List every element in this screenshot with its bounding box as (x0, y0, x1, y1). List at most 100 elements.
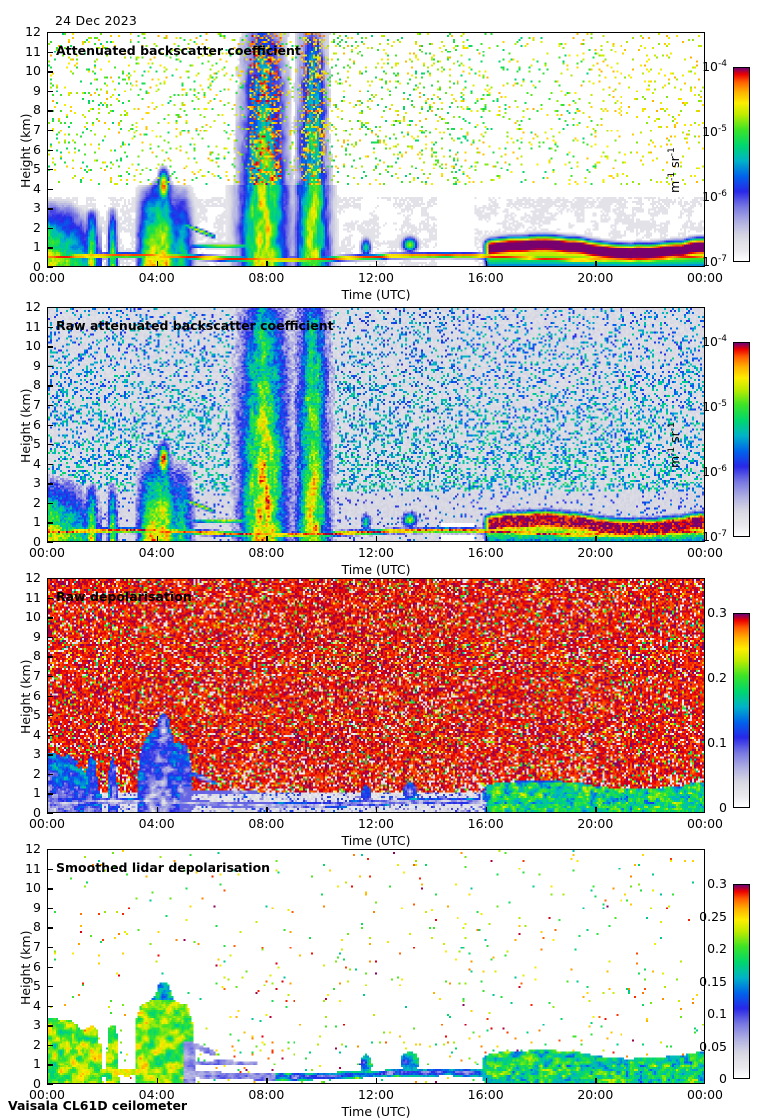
x-tick-label: 16:00 (467, 545, 504, 560)
x-tick-mark (485, 261, 488, 267)
x-tick-mark (595, 536, 597, 542)
x-tick-mark (156, 261, 159, 267)
colorbar-gradient (734, 343, 749, 536)
colorbar-tick-label: 0 (719, 800, 727, 815)
y-tick-mark (47, 32, 53, 34)
y-tick-mark (47, 208, 53, 210)
x-tick-mark (595, 807, 597, 813)
y-tick-label: 5 (33, 436, 41, 452)
date-label: 24 Dec 2023 (55, 13, 138, 28)
x-tick-label: 04:00 (138, 270, 175, 285)
y-tick-mark (47, 129, 53, 132)
y-tick-label: 3 (33, 200, 41, 216)
y-tick-label: 2 (33, 494, 41, 510)
x-tick-mark (376, 1078, 378, 1084)
y-tick-label: 2 (33, 765, 41, 781)
x-tick-label: 12:00 (357, 270, 395, 285)
plot-area-raw-depolarisation[interactable] (47, 578, 705, 813)
y-tick-mark (47, 247, 53, 249)
y-tick-label: 11 (25, 43, 41, 59)
y-tick-label: 6 (33, 958, 41, 974)
y-axis-label: Height (km) (18, 388, 33, 463)
colorbar-tick-label: 0.1 (707, 1006, 727, 1021)
y-tick-label: 12 (25, 299, 41, 314)
y-axis-label: Height (km) (18, 659, 33, 734)
x-tick-label: 20:00 (577, 545, 614, 560)
y-tick-mark (47, 868, 53, 870)
panel-title-raw-depolarisation: Raw depolarisation (56, 589, 192, 604)
y-tick-mark (47, 522, 53, 524)
y-tick-mark (47, 636, 53, 639)
y-tick-label: 7 (33, 121, 41, 137)
y-tick-mark (47, 1084, 53, 1086)
x-tick-label: 00:00 (686, 816, 724, 831)
y-tick-label: 0 (33, 259, 41, 274)
y-tick-mark (47, 907, 53, 910)
x-tick-mark (156, 536, 159, 542)
y-tick-mark (47, 346, 53, 348)
x-axis-label: Time (UTC) (341, 833, 411, 848)
colorbar-smoothed-lidar-depolarisation (733, 884, 750, 1079)
plot-area-smoothed-lidar-depolarisation[interactable] (47, 849, 705, 1084)
y-tick-label: 1 (33, 785, 41, 801)
y-tick-mark (47, 734, 53, 737)
x-tick-label: 08:00 (248, 816, 285, 831)
x-tick-mark (156, 807, 159, 813)
x-tick-label: 08:00 (248, 545, 285, 560)
y-tick-mark (47, 1025, 53, 1027)
y-tick-label: 7 (33, 396, 41, 412)
y-tick-mark (47, 542, 53, 544)
x-tick-label: 08:00 (248, 270, 285, 285)
heatmap-canvas (48, 33, 704, 266)
y-tick-mark (47, 715, 53, 717)
heatmap-canvas (48, 850, 704, 1083)
plot-area-raw-attenuated-backscatter[interactable] (47, 307, 705, 542)
y-tick-label: 11 (25, 860, 41, 876)
y-tick-mark (47, 326, 53, 328)
x-tick-label: 12:00 (357, 545, 395, 560)
y-tick-label: 7 (33, 667, 41, 683)
y-tick-label: 9 (33, 82, 41, 98)
x-tick-label: 00:00 (28, 545, 66, 560)
x-tick-label: 12:00 (357, 1087, 395, 1102)
y-tick-label: 10 (25, 880, 41, 896)
x-tick-mark (376, 807, 378, 813)
x-tick-mark (485, 1078, 488, 1084)
y-tick-label: 10 (25, 63, 41, 79)
colorbar-tick-label: 10-7 (702, 529, 727, 545)
y-tick-mark (47, 1064, 53, 1066)
y-tick-label: 8 (33, 648, 41, 664)
x-tick-mark (376, 536, 378, 542)
colorbar-gradient (734, 614, 749, 807)
y-tick-label: 11 (25, 318, 41, 334)
colorbar-tick-label: 10-6 (702, 189, 727, 205)
x-tick-label: 20:00 (577, 816, 614, 831)
instrument-footer: Vaisala CL61D ceilometer (8, 1098, 188, 1113)
y-tick-mark (47, 307, 53, 309)
y-tick-mark (47, 849, 53, 851)
y-tick-label: 4 (33, 180, 41, 196)
x-axis-label: Time (UTC) (341, 562, 411, 577)
x-tick-label: 20:00 (577, 270, 614, 285)
y-tick-label: 12 (25, 841, 41, 856)
y-tick-label: 12 (25, 24, 41, 39)
x-tick-mark (266, 261, 268, 267)
colorbar-tick-label: 10-7 (702, 254, 727, 270)
colorbar-tick-label: 0.3 (707, 876, 727, 891)
y-tick-mark (47, 927, 53, 929)
y-tick-mark (47, 385, 53, 387)
y-tick-label: 0 (33, 805, 41, 820)
y-tick-mark (47, 597, 53, 599)
colorbar-gradient (734, 68, 749, 261)
x-tick-label: 00:00 (686, 270, 724, 285)
y-tick-mark (47, 267, 53, 269)
plot-area-attenuated-backscatter[interactable] (47, 32, 705, 267)
x-tick-label: 00:00 (28, 1087, 66, 1102)
y-tick-label: 9 (33, 628, 41, 644)
y-tick-label: 1 (33, 1056, 41, 1072)
colorbar-tick-label: 10-6 (702, 464, 727, 480)
colorbar-unit-label: m-1 sr-1 (667, 146, 683, 193)
y-tick-mark (47, 90, 53, 93)
y-tick-mark (47, 110, 53, 112)
y-tick-label: 5 (33, 161, 41, 177)
